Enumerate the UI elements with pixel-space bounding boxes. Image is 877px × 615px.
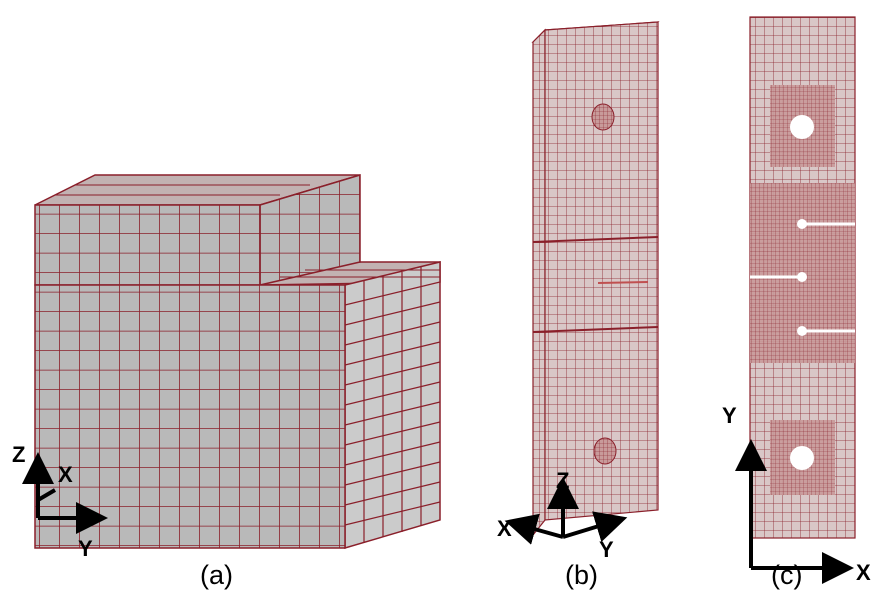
panel-a: Z X Y [12, 173, 441, 561]
bar-side-face [532, 28, 546, 537]
bar-hole-bottom [593, 437, 617, 465]
block-front-face-upper [34, 204, 261, 286]
block-top-mesh [55, 184, 440, 278]
caption-c: (c) [771, 560, 803, 590]
axis-label-x-a: X [58, 462, 73, 487]
panel-c: Y X [722, 16, 871, 585]
specimen-crack-tips [797, 219, 807, 336]
axis-label-y-b: Y [599, 537, 614, 562]
panel-b: Z X Y [497, 21, 660, 562]
specimen-cracks [750, 222, 855, 333]
axis-label-x-b: X [497, 516, 512, 541]
bar-section-line-1 [532, 236, 659, 243]
axis-label-y-a: Y [78, 536, 93, 561]
caption-a: (a) [200, 560, 233, 590]
specimen-hole-top [790, 115, 814, 139]
caption-b: (b) [565, 560, 598, 590]
bar-hole-top [591, 103, 615, 131]
block-front-face-lower [34, 284, 346, 549]
axis-label-x-c: X [856, 560, 871, 585]
axis-triad-c [735, 439, 854, 584]
bar-crack [597, 281, 649, 284]
bar-front-face [544, 21, 659, 521]
axis-label-z-a: Z [12, 442, 25, 467]
block-right-face-mesh [344, 267, 441, 543]
axis-triad-b [504, 477, 628, 545]
specimen-hole-bottom [790, 446, 814, 470]
axis-label-y-c: Y [722, 403, 737, 428]
axis-triad-a [22, 452, 108, 534]
axis-label-z-b: Z [556, 468, 569, 493]
bar-section-line-2 [532, 326, 659, 333]
